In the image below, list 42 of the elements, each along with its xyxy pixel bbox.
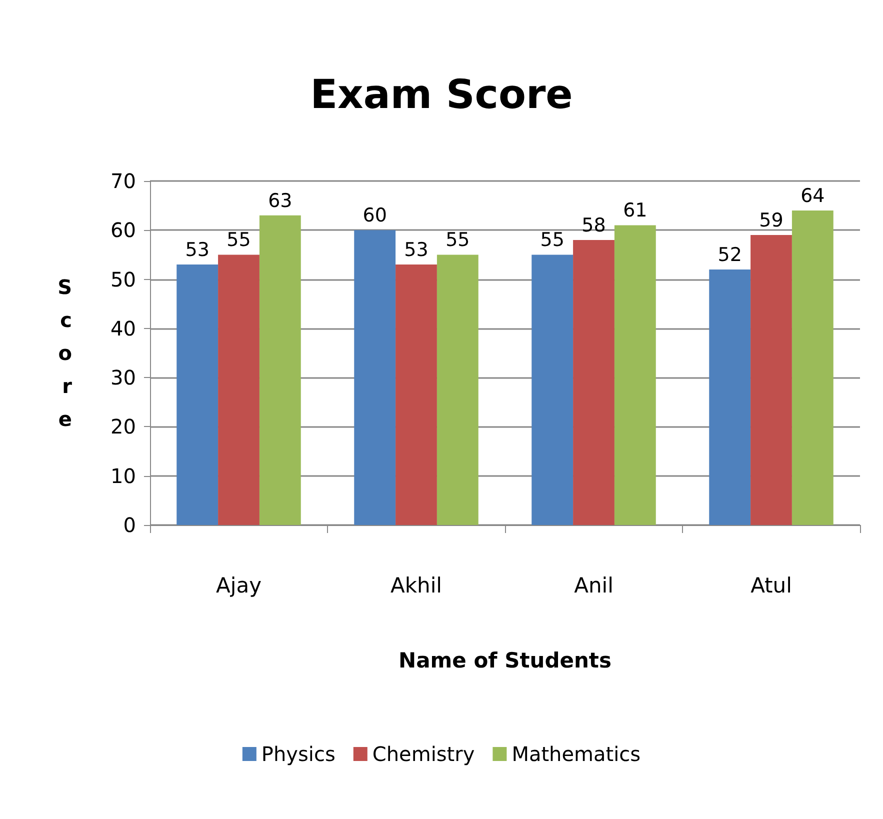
data-label: 55 [446,229,470,252]
x-tick-label: Akhil [390,574,442,598]
data-label: 53 [185,239,210,262]
bar [792,210,834,525]
y-tick-label: 40 [110,316,136,340]
y-tick-label: 60 [110,218,136,242]
bar [396,264,437,525]
legend-label: Physics [261,742,336,766]
x-axis-title: Name of Students [398,648,612,672]
y-tick-label: 10 [110,464,136,488]
y-axis-title: Score [58,275,72,431]
y-tick-label: 70 [110,169,136,193]
bar [750,235,792,525]
legend-label: Chemistry [372,742,475,766]
data-label: 52 [718,244,742,266]
bar [709,269,751,525]
data-label: 61 [623,200,648,222]
bar [573,240,614,525]
y-tick-label: 20 [110,414,136,439]
data-label: 63 [268,190,292,212]
y-tick-label: 50 [110,267,136,292]
x-tick-label: Atul [750,574,792,598]
bar [176,264,218,525]
bar [436,254,478,525]
x-tick-label: Anil [574,574,614,598]
data-label: 59 [759,210,784,232]
data-label: 55 [540,229,564,252]
bar [218,254,260,525]
bar [259,215,301,525]
data-label: 55 [226,229,251,252]
data-label: 64 [800,184,825,207]
bar [532,254,574,525]
data-label: 58 [582,214,606,236]
data-label: 60 [362,204,387,227]
chart-title: Exam Score [310,72,573,118]
data-label: 53 [404,239,428,262]
x-tick-label: Ajay [216,574,262,598]
y-tick-label: 30 [110,366,136,390]
bar [354,230,396,525]
bar [614,225,656,525]
legend-label: Mathematics [512,742,641,766]
y-tick-label: 0 [123,513,136,537]
